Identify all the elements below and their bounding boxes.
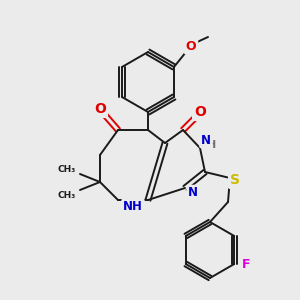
Text: CH₃: CH₃ (58, 190, 76, 200)
Text: CH₃: CH₃ (58, 164, 76, 173)
Text: O: O (186, 40, 196, 52)
Text: H: H (207, 140, 217, 150)
Text: N: N (201, 134, 211, 146)
Text: O: O (194, 105, 206, 119)
Text: O: O (94, 102, 106, 116)
Text: NH: NH (123, 200, 143, 214)
Text: N: N (188, 187, 198, 200)
Text: S: S (230, 173, 240, 187)
Text: F: F (242, 259, 250, 272)
